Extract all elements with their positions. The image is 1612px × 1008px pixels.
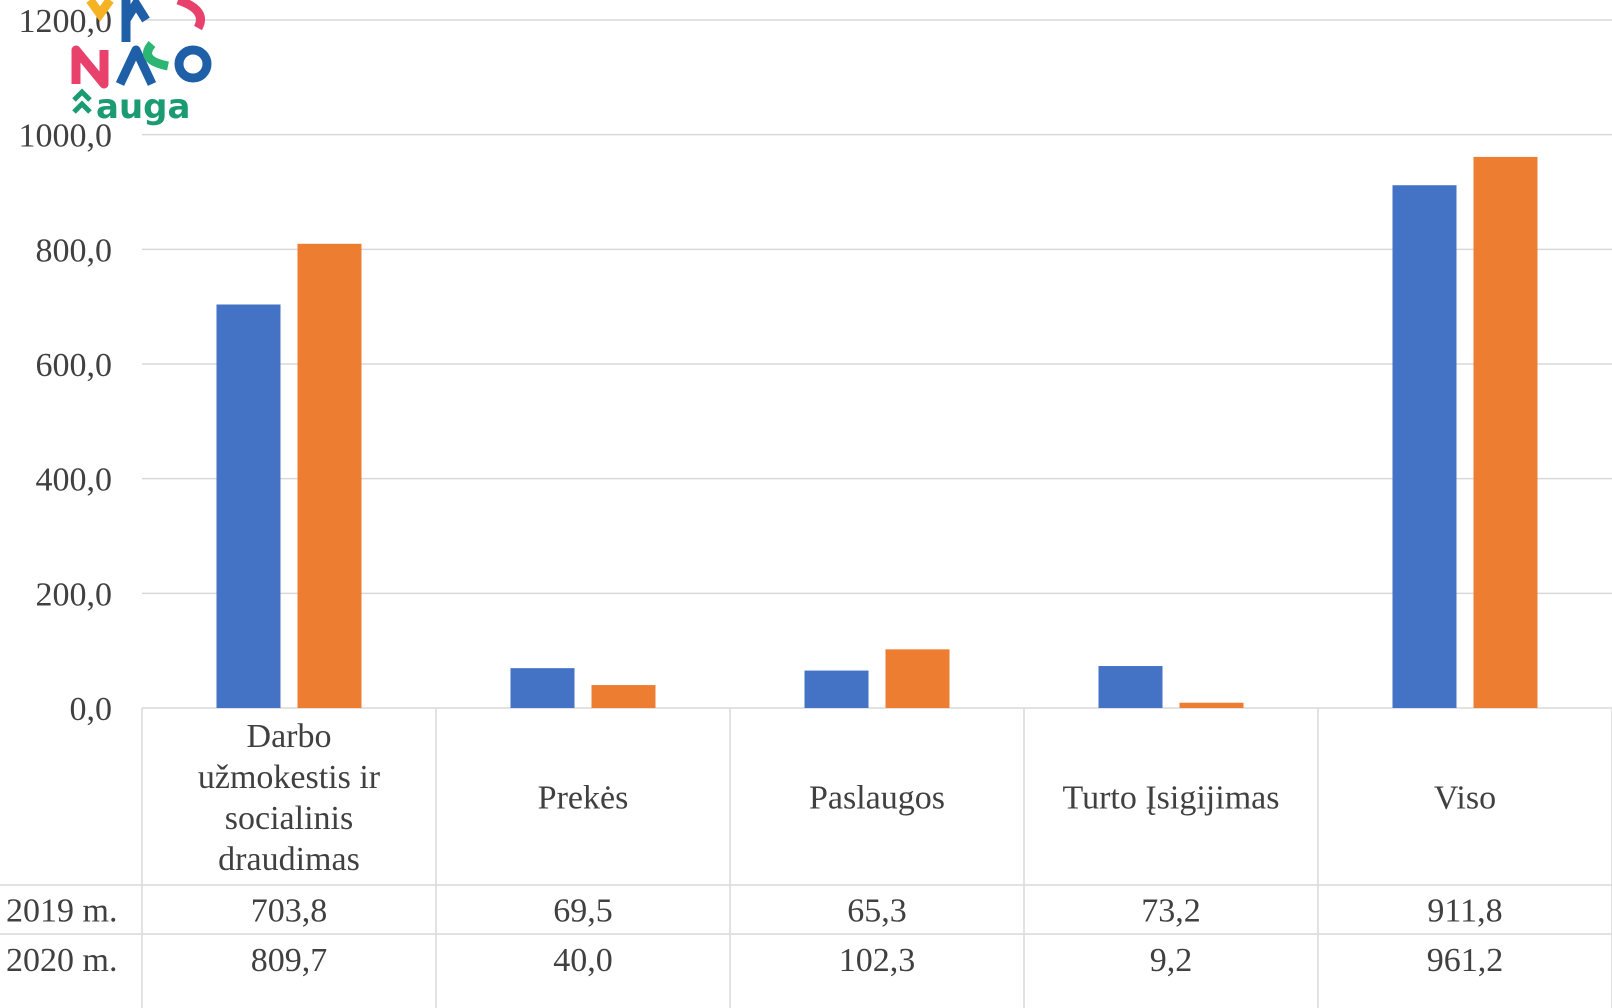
bar-2020 (1473, 156, 1538, 709)
y-tick-label: 800,0 (36, 232, 113, 269)
bars (216, 156, 1538, 709)
data-label: 703,8 (251, 893, 328, 930)
table-row-label: 2020 m. (6, 942, 117, 979)
bar-2019 (1392, 185, 1457, 708)
y-tick-label: 600,0 (36, 347, 113, 384)
bar-2019 (804, 670, 869, 708)
bar-2019 (1098, 666, 1163, 708)
data-label: 65,3 (847, 893, 907, 930)
data-label: 9,2 (1150, 942, 1193, 979)
data-label: 961,2 (1427, 942, 1504, 979)
y-tick-label: 1000,0 (19, 118, 113, 155)
data-label: 809,7 (251, 942, 328, 979)
data-label: 911,8 (1427, 893, 1502, 930)
data-table: Darbo užmokestis ir socialinis draudimas Pre… (0, 708, 1612, 1008)
y-tick-label: 0,0 (70, 691, 113, 728)
y-tick-label: 200,0 (36, 576, 113, 613)
bar-2019 (216, 304, 281, 708)
bar-2020 (1179, 702, 1244, 708)
category-label: Viso (1434, 780, 1496, 817)
y-tick-label: 400,0 (36, 462, 113, 499)
category-label: Darbo užmokestis ir socialinis draudimas (198, 718, 381, 878)
data-label: 69,5 (553, 893, 613, 930)
category-label: Turto Įsigijimas (1063, 780, 1280, 817)
bar-2020 (297, 243, 362, 708)
bar-2020 (885, 649, 950, 708)
data-label: 102,3 (839, 942, 916, 979)
gridlines (142, 19, 1612, 709)
category-label: Prekės (538, 780, 629, 817)
logo-mark (71, 0, 212, 114)
bar-2019 (510, 668, 575, 708)
category-label: Paslaugos (809, 780, 945, 817)
kaunas-auga-logo: auga (71, 0, 212, 127)
data-label: 73,2 (1141, 893, 1201, 930)
data-label: 40,0 (553, 942, 613, 979)
bar-2020 (591, 685, 656, 708)
logo-text: auga (96, 87, 190, 127)
table-row-label: 2019 m. (6, 893, 117, 930)
